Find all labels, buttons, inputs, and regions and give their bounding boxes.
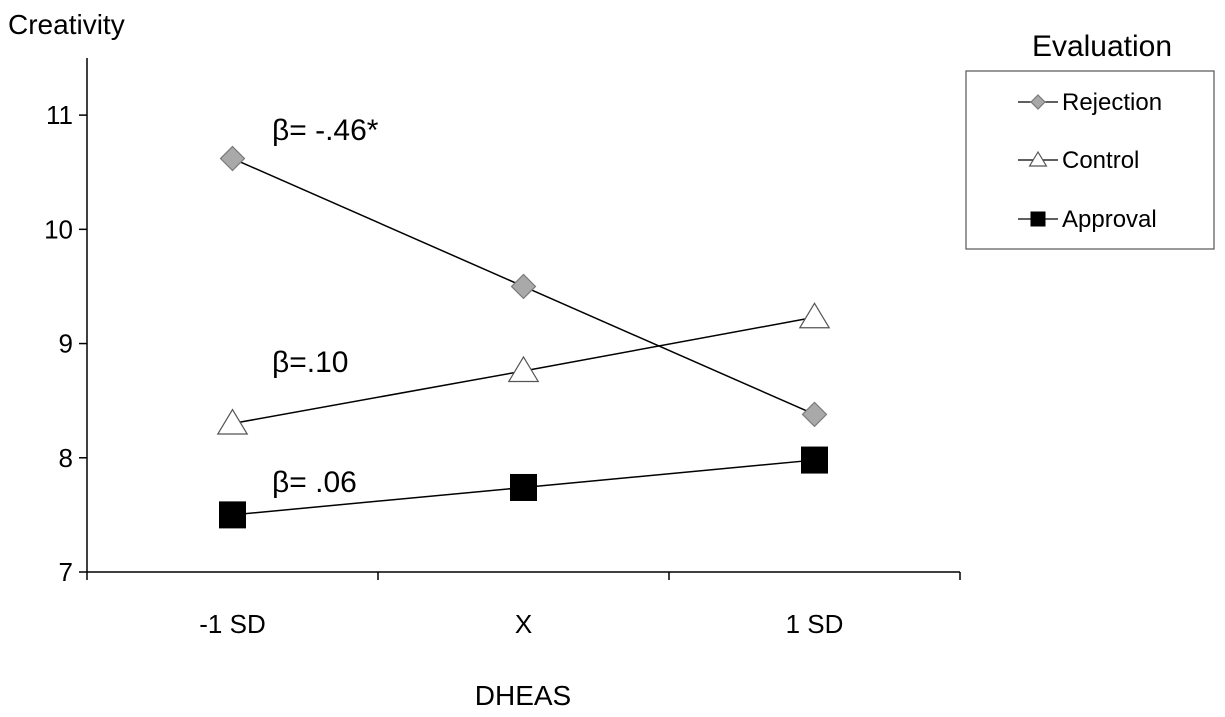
data-point-control bbox=[216, 408, 249, 435]
legend-label: Rejection bbox=[1062, 89, 1162, 116]
legend-item-approval: Approval bbox=[1018, 206, 1157, 233]
x-axis-title: DHEAS bbox=[475, 680, 571, 711]
data-point-rejection bbox=[510, 273, 537, 300]
series-rejection bbox=[219, 145, 828, 428]
legend-label: Control bbox=[1062, 147, 1139, 174]
legend-box bbox=[965, 70, 1215, 250]
y-axis-title: Creativity bbox=[8, 9, 125, 40]
legend-item-rejection: Rejection bbox=[1018, 89, 1162, 116]
y-tick-label: 11 bbox=[46, 100, 73, 130]
data-point-control bbox=[507, 355, 540, 383]
data-point-rejection bbox=[219, 145, 246, 172]
legend-marker bbox=[1028, 150, 1048, 167]
legend: Evaluation Rejection Control Approval bbox=[965, 30, 1215, 250]
y-tick-label: 10 bbox=[44, 214, 73, 244]
data-point-approval bbox=[219, 501, 246, 529]
x-tick-label: 1 SD bbox=[786, 609, 844, 639]
series-control bbox=[216, 302, 831, 435]
axes: 7 8 9 10 11 -1 SD X 1 SD Creativity DHEAS bbox=[8, 9, 961, 711]
legend-label: Approval bbox=[1062, 206, 1157, 233]
data-point-control bbox=[798, 302, 831, 329]
beta-annotation: β= -.46* bbox=[272, 114, 379, 147]
beta-annotation: β= .06 bbox=[272, 466, 357, 499]
y-tick-label: 8 bbox=[59, 443, 73, 473]
data-point-approval bbox=[510, 473, 537, 501]
legend-title: Evaluation bbox=[1032, 30, 1172, 63]
legend-marker bbox=[1030, 211, 1046, 227]
y-tick-label: 9 bbox=[59, 329, 73, 359]
data-point-approval bbox=[801, 446, 828, 474]
y-tick-label: 7 bbox=[59, 557, 73, 587]
annotations: β= -.46* β=.10 β= .06 bbox=[272, 114, 379, 499]
x-tick-label: X bbox=[515, 609, 532, 639]
legend-item-control: Control bbox=[1018, 147, 1139, 174]
data-point-rejection bbox=[801, 401, 828, 428]
series-layer bbox=[216, 145, 831, 529]
beta-annotation: β=.10 bbox=[272, 346, 348, 379]
legend-marker bbox=[1030, 94, 1046, 110]
series-approval bbox=[219, 446, 828, 529]
x-tick-label: -1 SD bbox=[199, 609, 265, 639]
